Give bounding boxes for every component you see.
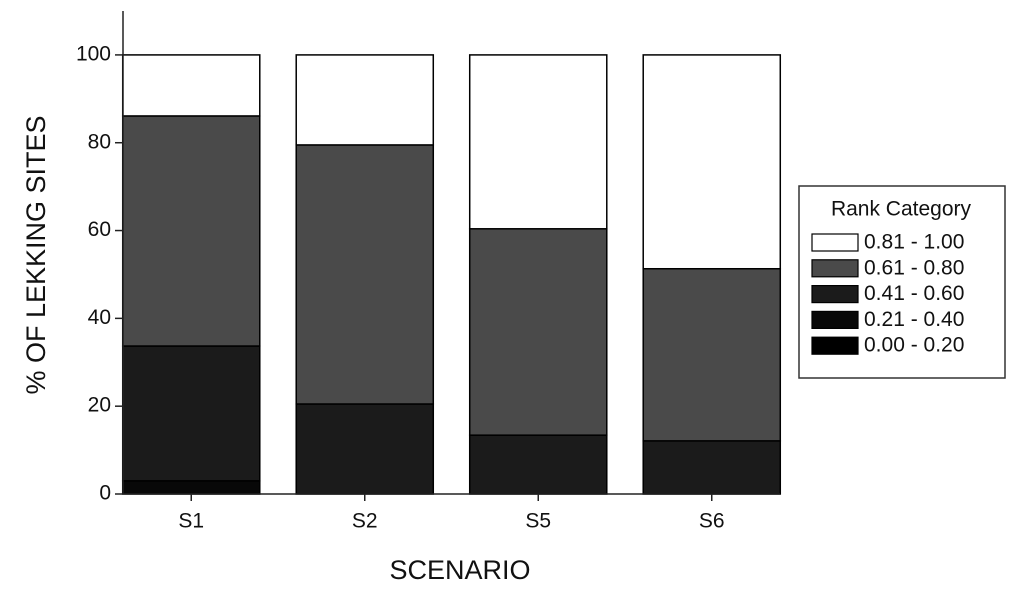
legend-swatch bbox=[811, 310, 859, 329]
bar-segment bbox=[295, 144, 435, 405]
bar-segment bbox=[468, 434, 608, 495]
x-tick-label: S1 bbox=[178, 510, 204, 533]
x-tick-label: S5 bbox=[525, 510, 551, 533]
x-axis-title: SCENARIO bbox=[389, 555, 530, 585]
y-tick-label: 60 bbox=[88, 218, 111, 241]
y-tick-label: 20 bbox=[88, 394, 111, 417]
legend-swatch bbox=[811, 336, 859, 355]
y-tick-label: 80 bbox=[88, 130, 111, 153]
bar-segment bbox=[295, 54, 435, 146]
bar-segment bbox=[468, 54, 608, 230]
legend-label: 0.61 - 0.80 bbox=[864, 256, 964, 279]
y-tick-label: 40 bbox=[88, 306, 111, 329]
legend-title: Rank Category bbox=[831, 198, 972, 221]
legend-label: 0.41 - 0.60 bbox=[864, 282, 964, 305]
bar-segment bbox=[121, 480, 261, 495]
bar-segment bbox=[642, 267, 782, 442]
legend-label: 0.00 - 0.20 bbox=[864, 334, 964, 357]
bar-segment bbox=[121, 115, 261, 347]
bar-segment bbox=[295, 403, 435, 495]
legend-swatch bbox=[811, 285, 859, 304]
y-tick-label: 100 bbox=[76, 42, 111, 65]
bar-segment bbox=[468, 228, 608, 436]
bar-segment bbox=[121, 345, 261, 482]
x-tick-label: S2 bbox=[352, 510, 378, 533]
legend-label: 0.21 - 0.40 bbox=[864, 308, 964, 331]
bar-segment bbox=[121, 54, 261, 117]
legend-swatch bbox=[811, 259, 859, 278]
legend-swatch bbox=[811, 233, 859, 252]
bar-segment bbox=[642, 54, 782, 270]
legend-label: 0.81 - 1.00 bbox=[864, 231, 964, 254]
bar-segment bbox=[642, 440, 782, 495]
y-axis-title: % OF LEKKING SITES bbox=[21, 115, 51, 394]
x-tick-label: S6 bbox=[699, 510, 725, 533]
y-tick-label: 0 bbox=[99, 482, 111, 505]
